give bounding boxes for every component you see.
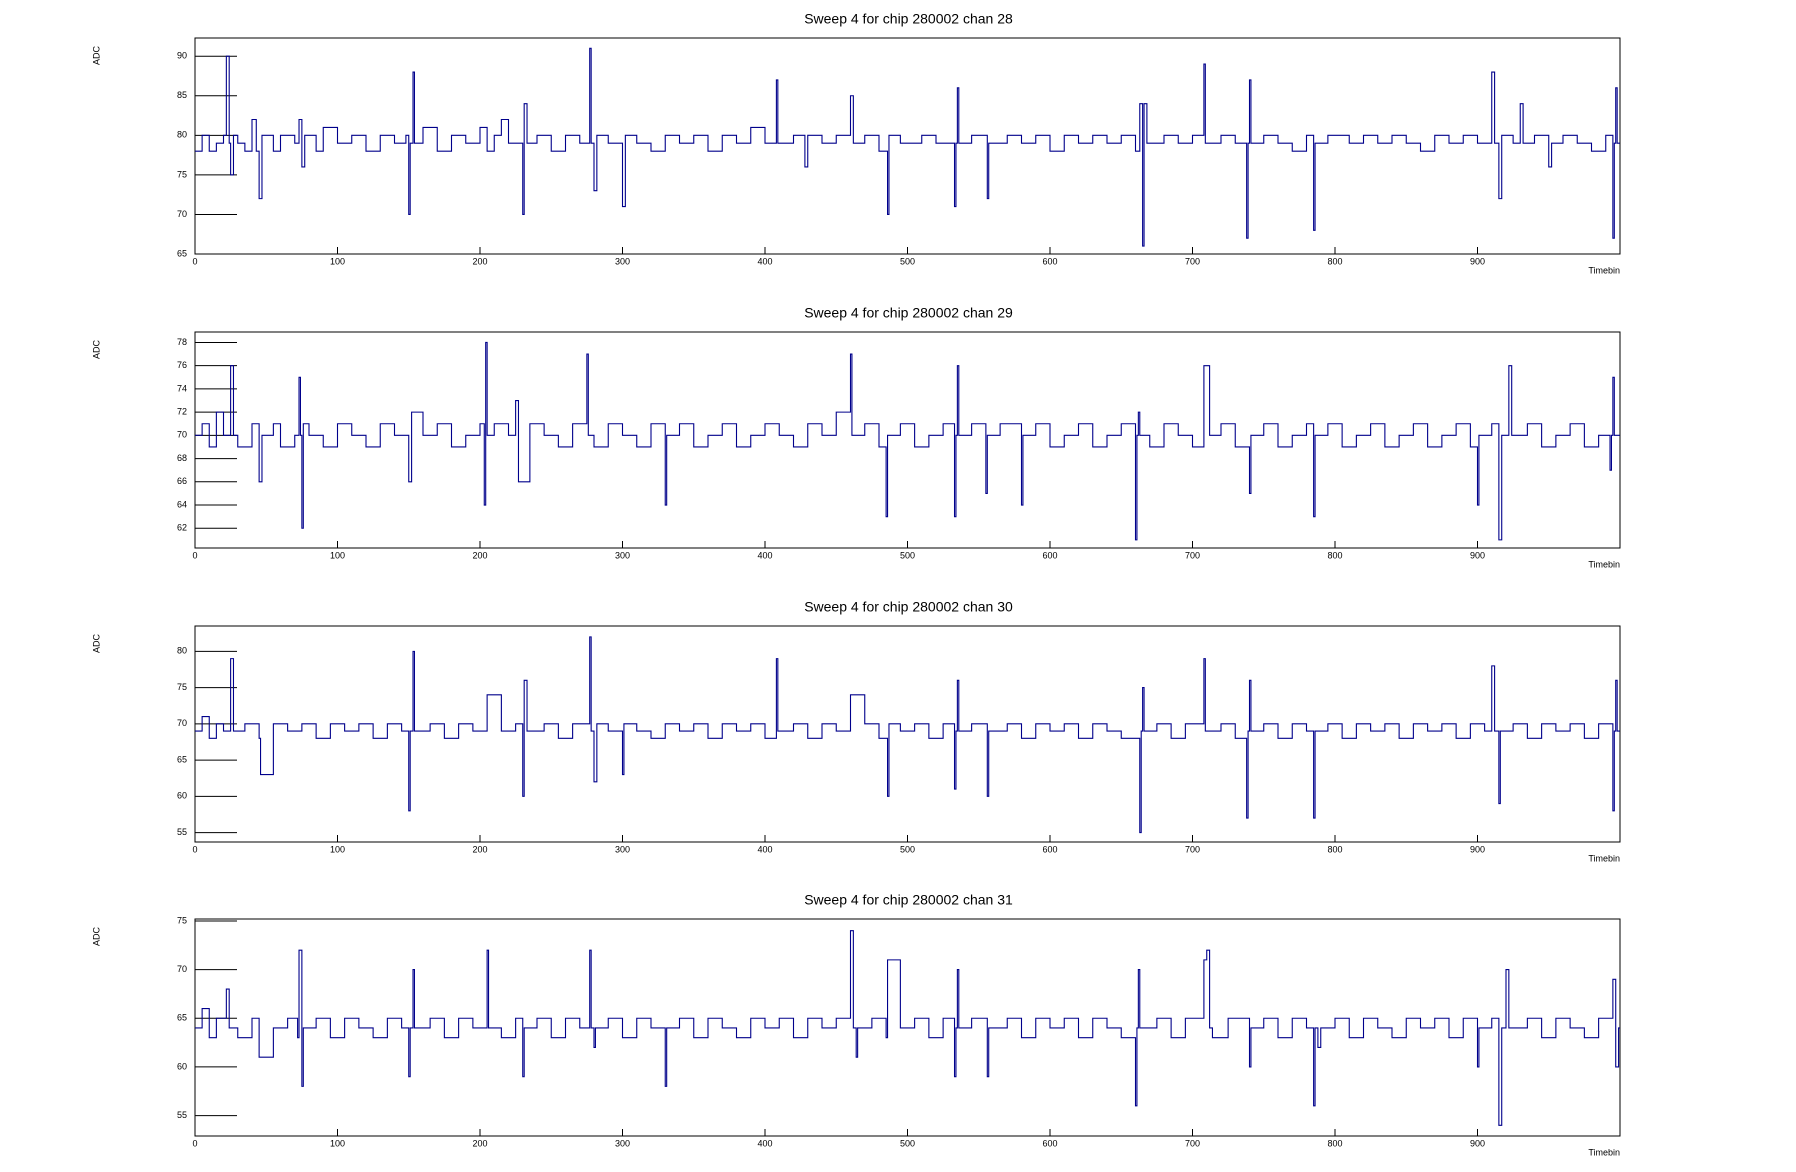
x-tick-label: 100: [330, 1138, 345, 1148]
x-tick-label: 600: [1042, 844, 1057, 854]
x-tick-label: 500: [900, 1138, 915, 1148]
x-tick-label: 0: [192, 844, 197, 854]
x-tick-label: 700: [1185, 844, 1200, 854]
y-tick-label: 70: [177, 209, 187, 219]
x-tick-label: 0: [192, 1138, 197, 1148]
x-tick-label: 700: [1185, 1138, 1200, 1148]
data-line: [195, 636, 1620, 834]
x-tick-label: 900: [1470, 1138, 1485, 1148]
y-tick-label: 55: [177, 827, 187, 837]
x-tick-label: 700: [1185, 256, 1200, 266]
chart-title: Sweep 4 for chip 280002 chan 30: [804, 599, 1013, 615]
y-tick-label: 80: [177, 646, 187, 656]
x-tick-label: 300: [615, 256, 630, 266]
y-tick-label: 74: [177, 383, 187, 393]
x-tick-label: 800: [1327, 844, 1342, 854]
x-tick-label: 900: [1470, 256, 1485, 266]
data-line: [195, 930, 1620, 1126]
x-tick-label: 400: [757, 256, 772, 266]
x-tick-label: 100: [330, 256, 345, 266]
x-tick-label: 100: [330, 844, 345, 854]
x-axis-label: Timebin: [1588, 265, 1620, 275]
x-tick-label: 900: [1470, 844, 1485, 854]
x-tick-label: 400: [757, 844, 772, 854]
x-tick-label: 600: [1042, 550, 1057, 560]
y-tick-label: 65: [177, 248, 187, 258]
y-tick-label: 85: [177, 90, 187, 100]
chart-title: Sweep 4 for chip 280002 chan 31: [804, 892, 1013, 908]
x-axis-label: Timebin: [1588, 559, 1620, 569]
y-tick-label: 70: [177, 964, 187, 974]
x-tick-label: 200: [472, 550, 487, 560]
y-tick-label: 70: [177, 430, 187, 440]
y-tick-label: 75: [177, 682, 187, 692]
x-tick-label: 800: [1327, 550, 1342, 560]
x-tick-label: 100: [330, 550, 345, 560]
y-tick-label: 90: [177, 51, 187, 61]
x-tick-label: 900: [1470, 550, 1485, 560]
x-tick-label: 400: [757, 550, 772, 560]
x-tick-label: 200: [472, 1138, 487, 1148]
y-axis-label: ADC: [91, 46, 101, 66]
x-tick-label: 0: [192, 256, 197, 266]
data-line: [195, 341, 1620, 541]
y-axis-label: ADC: [91, 927, 101, 947]
x-tick-label: 300: [615, 844, 630, 854]
y-tick-label: 75: [177, 915, 187, 925]
panel: Sweep 4 for chip 280002 chan 30 ADC Timebi…: [91, 599, 1621, 863]
x-tick-label: 800: [1327, 256, 1342, 266]
y-tick-label: 60: [177, 791, 187, 801]
y-tick-label: 65: [177, 754, 187, 764]
chart-title: Sweep 4 for chip 280002 chan 28: [804, 11, 1013, 27]
x-tick-label: 200: [472, 844, 487, 854]
y-tick-label: 80: [177, 130, 187, 140]
x-tick-label: 300: [615, 1138, 630, 1148]
data-line: [195, 47, 1620, 247]
x-tick-label: 600: [1042, 1138, 1057, 1148]
chart-title: Sweep 4 for chip 280002 chan 29: [804, 305, 1013, 321]
y-axis-label: ADC: [91, 634, 101, 654]
x-tick-label: 200: [472, 256, 487, 266]
x-axis-label: Timebin: [1588, 1147, 1620, 1157]
x-axis-label: Timebin: [1588, 853, 1620, 863]
x-tick-label: 400: [757, 1138, 772, 1148]
y-tick-label: 66: [177, 476, 187, 486]
y-tick-label: 62: [177, 523, 187, 533]
y-tick-label: 75: [177, 169, 187, 179]
y-tick-label: 76: [177, 360, 187, 370]
x-tick-label: 600: [1042, 256, 1057, 266]
y-tick-label: 64: [177, 499, 187, 509]
panel: Sweep 4 for chip 280002 chan 29 ADC Timebi…: [91, 305, 1621, 569]
x-tick-label: 300: [615, 550, 630, 560]
x-tick-label: 500: [900, 550, 915, 560]
y-tick-label: 78: [177, 337, 187, 347]
y-tick-label: 72: [177, 407, 187, 417]
y-axis-label: ADC: [91, 340, 101, 360]
y-tick-label: 68: [177, 453, 187, 463]
x-tick-label: 500: [900, 256, 915, 266]
panel: Sweep 4 for chip 280002 chan 28 ADC Timebi…: [91, 11, 1621, 275]
y-tick-label: 55: [177, 1110, 187, 1120]
panel: Sweep 4 for chip 280002 chan 31 ADC Timebi…: [91, 892, 1621, 1157]
x-tick-label: 800: [1327, 1138, 1342, 1148]
x-tick-label: 700: [1185, 550, 1200, 560]
y-tick-label: 65: [177, 1013, 187, 1023]
x-tick-label: 500: [900, 844, 915, 854]
x-tick-label: 0: [192, 550, 197, 560]
y-tick-label: 60: [177, 1061, 187, 1071]
y-tick-label: 70: [177, 718, 187, 728]
